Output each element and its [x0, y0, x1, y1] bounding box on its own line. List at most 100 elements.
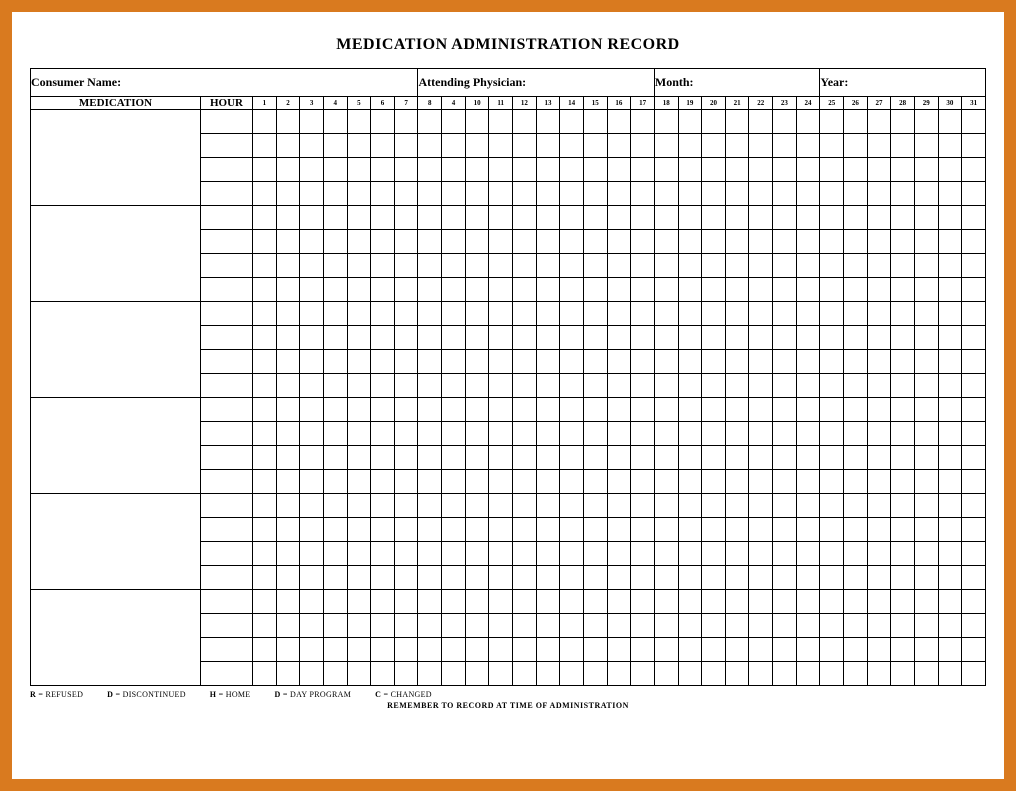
day-cell[interactable] [394, 518, 418, 542]
day-cell[interactable] [654, 182, 678, 206]
day-cell[interactable] [347, 422, 371, 446]
day-cell[interactable] [654, 662, 678, 686]
day-cell[interactable] [938, 134, 962, 158]
day-cell[interactable] [607, 302, 631, 326]
day-cell[interactable] [513, 662, 537, 686]
day-cell[interactable] [394, 638, 418, 662]
day-cell[interactable] [631, 494, 655, 518]
hour-cell[interactable] [201, 302, 253, 326]
day-cell[interactable] [300, 566, 324, 590]
day-cell[interactable] [914, 494, 938, 518]
hour-cell[interactable] [201, 542, 253, 566]
day-cell[interactable] [253, 206, 277, 230]
day-cell[interactable] [442, 470, 466, 494]
day-cell[interactable] [867, 182, 891, 206]
day-cell[interactable] [773, 614, 797, 638]
day-cell[interactable] [300, 110, 324, 134]
day-cell[interactable] [820, 566, 844, 590]
day-cell[interactable] [371, 350, 395, 374]
day-cell[interactable] [702, 278, 726, 302]
day-cell[interactable] [276, 566, 300, 590]
day-cell[interactable] [513, 110, 537, 134]
day-cell[interactable] [654, 350, 678, 374]
day-cell[interactable] [560, 542, 584, 566]
day-cell[interactable] [300, 398, 324, 422]
day-cell[interactable] [371, 158, 395, 182]
day-cell[interactable] [938, 302, 962, 326]
day-cell[interactable] [844, 470, 868, 494]
day-cell[interactable] [489, 254, 513, 278]
day-cell[interactable] [749, 278, 773, 302]
day-cell[interactable] [749, 134, 773, 158]
day-cell[interactable] [725, 254, 749, 278]
day-cell[interactable] [914, 566, 938, 590]
day-cell[interactable] [300, 590, 324, 614]
day-cell[interactable] [796, 446, 820, 470]
day-cell[interactable] [513, 302, 537, 326]
day-cell[interactable] [725, 542, 749, 566]
day-cell[interactable] [867, 254, 891, 278]
day-cell[interactable] [536, 158, 560, 182]
medication-cell[interactable] [31, 206, 201, 302]
medication-cell[interactable] [31, 590, 201, 686]
day-cell[interactable] [796, 182, 820, 206]
day-cell[interactable] [394, 326, 418, 350]
day-cell[interactable] [583, 326, 607, 350]
day-cell[interactable] [891, 302, 915, 326]
day-cell[interactable] [394, 254, 418, 278]
day-cell[interactable] [962, 446, 986, 470]
day-cell[interactable] [418, 278, 442, 302]
day-cell[interactable] [891, 254, 915, 278]
day-cell[interactable] [300, 182, 324, 206]
day-cell[interactable] [583, 110, 607, 134]
day-cell[interactable] [631, 518, 655, 542]
day-cell[interactable] [773, 374, 797, 398]
day-cell[interactable] [891, 158, 915, 182]
day-cell[interactable] [276, 230, 300, 254]
day-cell[interactable] [914, 638, 938, 662]
day-cell[interactable] [489, 614, 513, 638]
day-cell[interactable] [607, 110, 631, 134]
day-cell[interactable] [820, 518, 844, 542]
day-cell[interactable] [844, 398, 868, 422]
day-cell[interactable] [276, 254, 300, 278]
day-cell[interactable] [796, 254, 820, 278]
day-cell[interactable] [300, 470, 324, 494]
day-cell[interactable] [820, 638, 844, 662]
day-cell[interactable] [844, 590, 868, 614]
day-cell[interactable] [371, 254, 395, 278]
day-cell[interactable] [702, 302, 726, 326]
day-cell[interactable] [725, 134, 749, 158]
day-cell[interactable] [749, 518, 773, 542]
day-cell[interactable] [347, 494, 371, 518]
day-cell[interactable] [489, 110, 513, 134]
day-cell[interactable] [276, 158, 300, 182]
day-cell[interactable] [347, 566, 371, 590]
day-cell[interactable] [844, 206, 868, 230]
day-cell[interactable] [773, 590, 797, 614]
day-cell[interactable] [702, 662, 726, 686]
day-cell[interactable] [725, 518, 749, 542]
day-cell[interactable] [394, 182, 418, 206]
day-cell[interactable] [536, 134, 560, 158]
medication-cell[interactable] [31, 110, 201, 206]
day-cell[interactable] [702, 398, 726, 422]
day-cell[interactable] [607, 206, 631, 230]
day-cell[interactable] [749, 398, 773, 422]
day-cell[interactable] [394, 278, 418, 302]
day-cell[interactable] [962, 158, 986, 182]
day-cell[interactable] [607, 350, 631, 374]
day-cell[interactable] [323, 230, 347, 254]
day-cell[interactable] [725, 470, 749, 494]
day-cell[interactable] [891, 110, 915, 134]
day-cell[interactable] [347, 302, 371, 326]
day-cell[interactable] [654, 446, 678, 470]
day-cell[interactable] [702, 614, 726, 638]
day-cell[interactable] [323, 566, 347, 590]
day-cell[interactable] [844, 374, 868, 398]
day-cell[interactable] [300, 446, 324, 470]
day-cell[interactable] [253, 542, 277, 566]
day-cell[interactable] [702, 254, 726, 278]
day-cell[interactable] [914, 302, 938, 326]
day-cell[interactable] [938, 614, 962, 638]
